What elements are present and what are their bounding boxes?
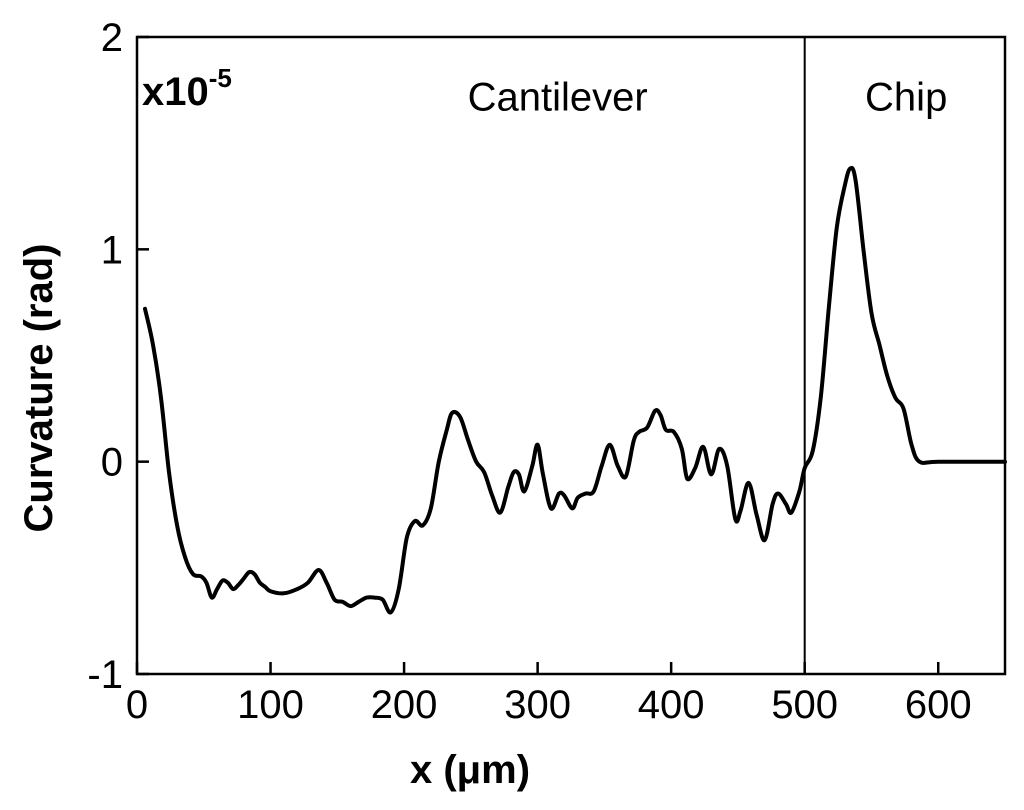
plot-frame bbox=[135, 35, 1007, 676]
y-axis-title: Curvature (rad) bbox=[17, 244, 61, 533]
series-line-curvature bbox=[143, 165, 1007, 615]
y-tick-label: 2 bbox=[101, 16, 123, 60]
x-axis-title: x (μm) bbox=[410, 748, 530, 792]
x-tick-label: 600 bbox=[905, 683, 972, 727]
x-tick-label: 500 bbox=[771, 683, 838, 727]
x-tick-label: 100 bbox=[237, 683, 304, 727]
y-scale-exponent: -5 bbox=[209, 63, 232, 93]
x-tick-label: 300 bbox=[504, 683, 571, 727]
x-tick-label: 200 bbox=[371, 683, 438, 727]
y-tick-label: 1 bbox=[101, 228, 123, 272]
region-label-cantilever: Cantilever bbox=[468, 75, 648, 119]
y-axis-ticks: -1 0 1 2 bbox=[87, 16, 149, 697]
y-tick-label: 0 bbox=[101, 441, 123, 485]
x-tick-label: 0 bbox=[126, 683, 148, 727]
y-scale-factor-label: x10-5 bbox=[142, 63, 232, 114]
y-tick-label: -1 bbox=[87, 653, 123, 697]
y-scale-base: x10 bbox=[142, 70, 209, 114]
x-axis-ticks: 0 100 200 300 400 500 600 bbox=[126, 662, 972, 727]
region-label-chip: Chip bbox=[865, 75, 947, 119]
region-annotations: Cantilever Chip bbox=[468, 75, 948, 119]
x-tick-label: 400 bbox=[638, 683, 705, 727]
